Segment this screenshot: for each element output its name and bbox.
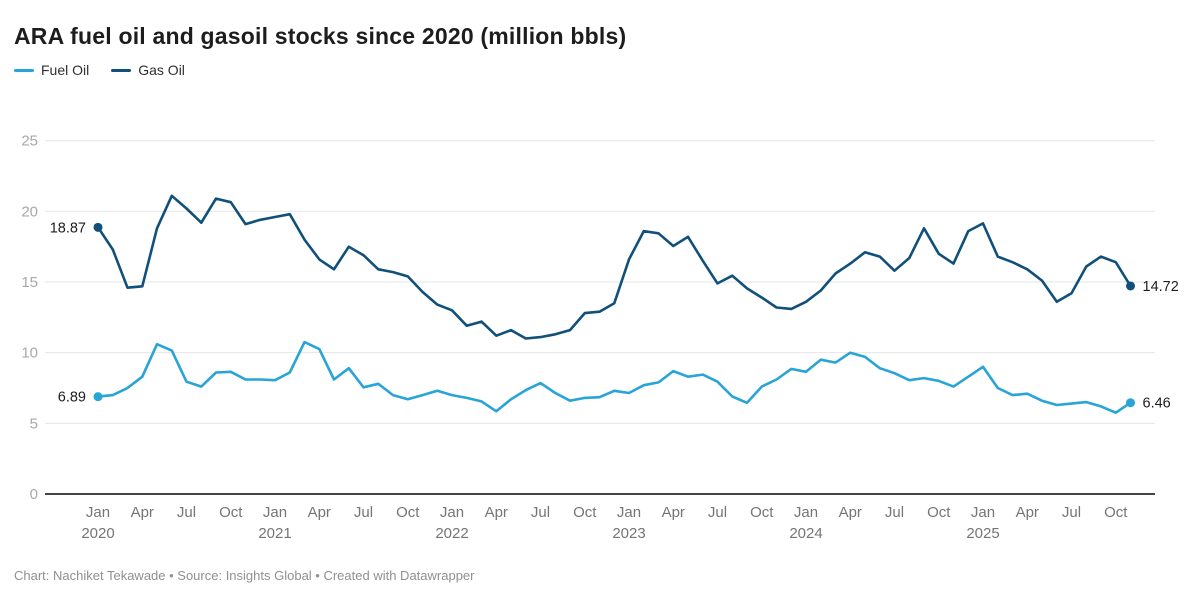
x-tick-year-label: 2021 (258, 525, 291, 542)
legend-label: Gas Oil (138, 62, 185, 78)
x-tick-label: Apr (131, 504, 154, 521)
y-tick-label: 5 (30, 415, 38, 432)
x-tick-year-label: 2023 (612, 525, 645, 542)
x-tick-label: Oct (750, 504, 774, 521)
series-end-value-label: 14.72 (1143, 279, 1179, 295)
x-tick-year-label: 2025 (966, 525, 999, 542)
x-tick-label: Apr (662, 504, 685, 521)
x-tick-label: Jul (708, 504, 727, 521)
x-tick-year-label: 2022 (435, 525, 468, 542)
x-tick-label: Jul (354, 504, 373, 521)
legend-item-fuel-oil: Fuel Oil (14, 62, 89, 78)
series-end-dot (1126, 398, 1135, 408)
chart-legend: Fuel Oil Gas Oil (14, 62, 185, 78)
legend-label: Fuel Oil (41, 62, 90, 78)
gas-oil-line (96, 194, 1132, 340)
fuel-oil-swatch-icon (14, 68, 34, 72)
y-tick-label: 10 (21, 345, 38, 362)
x-tick-label: Oct (219, 504, 243, 521)
x-tick-label: Oct (573, 504, 597, 521)
x-tick-label: Apr (1016, 504, 1039, 521)
x-tick-label: Jan (440, 504, 464, 521)
page-title: ARA fuel oil and gasoil stocks since 202… (14, 23, 627, 50)
x-tick-label: Apr (485, 504, 508, 521)
x-tick-label: Oct (396, 504, 420, 521)
series-end-dot (1126, 281, 1135, 291)
x-tick-label: Jan (617, 504, 641, 521)
legend-item-gas-oil: Gas Oil (111, 62, 185, 78)
y-tick-label: 25 (21, 133, 38, 150)
x-tick-label: Jan (794, 504, 818, 521)
x-tick-label: Jan (971, 504, 995, 521)
series-start-dot (93, 392, 103, 402)
series-start-value-label: 18.87 (50, 220, 86, 236)
chart-attribution: Chart: Nachiket Tekawade • Source: Insig… (14, 568, 475, 583)
x-tick-label: Jan (86, 504, 110, 521)
y-tick-label: 0 (30, 486, 38, 503)
x-tick-label: Jul (1062, 504, 1081, 521)
x-tick-label: Apr (308, 504, 331, 521)
x-tick-label: Jul (885, 504, 904, 521)
series-end-value-label: 6.46 (1143, 396, 1171, 412)
x-tick-label: Oct (1104, 504, 1128, 521)
y-tick-label: 20 (21, 203, 38, 220)
x-tick-label: Apr (839, 504, 862, 521)
fuel-oil-line (96, 340, 1132, 415)
series-start-value-label: 6.89 (58, 390, 86, 406)
x-tick-year-label: 2020 (81, 525, 114, 542)
gas-oil-swatch-icon (111, 68, 132, 72)
x-tick-label: Jul (177, 504, 196, 521)
x-tick-label: Oct (927, 504, 951, 521)
series-start-dot (93, 222, 103, 232)
x-tick-label: Jan (263, 504, 287, 521)
x-tick-year-label: 2024 (789, 525, 822, 542)
x-tick-label: Jul (531, 504, 550, 521)
y-tick-label: 15 (21, 274, 38, 291)
